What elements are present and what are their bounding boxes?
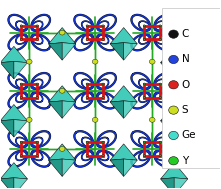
Circle shape — [59, 146, 65, 151]
Polygon shape — [49, 43, 62, 60]
Circle shape — [86, 155, 88, 157]
Circle shape — [36, 155, 38, 157]
Circle shape — [26, 117, 32, 122]
Polygon shape — [0, 178, 14, 189]
Text: C: C — [182, 29, 189, 39]
Polygon shape — [174, 120, 188, 137]
Polygon shape — [62, 159, 76, 177]
Circle shape — [59, 88, 65, 93]
Circle shape — [86, 141, 88, 143]
Polygon shape — [14, 178, 27, 189]
Circle shape — [102, 141, 104, 143]
FancyBboxPatch shape — [162, 8, 220, 168]
Polygon shape — [0, 61, 14, 79]
Circle shape — [102, 83, 104, 85]
Polygon shape — [49, 28, 76, 44]
Polygon shape — [0, 105, 27, 121]
Polygon shape — [110, 43, 124, 60]
Polygon shape — [124, 43, 137, 60]
Polygon shape — [110, 144, 137, 160]
Circle shape — [86, 97, 88, 98]
Polygon shape — [174, 61, 188, 79]
Polygon shape — [49, 86, 76, 102]
Circle shape — [86, 25, 88, 27]
Polygon shape — [174, 178, 188, 189]
Circle shape — [92, 117, 98, 122]
Circle shape — [159, 97, 161, 98]
Polygon shape — [161, 61, 174, 79]
Polygon shape — [0, 120, 14, 137]
Circle shape — [159, 155, 161, 157]
Circle shape — [36, 83, 38, 85]
Polygon shape — [110, 28, 137, 44]
Circle shape — [143, 83, 145, 85]
Polygon shape — [110, 101, 124, 118]
Circle shape — [20, 25, 23, 27]
Text: Ge: Ge — [182, 130, 196, 140]
Circle shape — [169, 30, 178, 38]
Polygon shape — [62, 101, 76, 118]
Circle shape — [143, 141, 145, 143]
Polygon shape — [110, 86, 137, 102]
Polygon shape — [62, 43, 76, 60]
Circle shape — [159, 141, 161, 143]
Polygon shape — [161, 178, 174, 189]
Polygon shape — [0, 163, 27, 179]
Circle shape — [36, 38, 38, 40]
Polygon shape — [110, 159, 124, 177]
Circle shape — [102, 97, 104, 98]
Polygon shape — [49, 159, 62, 177]
Circle shape — [26, 59, 32, 64]
Circle shape — [36, 141, 38, 143]
Polygon shape — [161, 120, 174, 137]
Text: S: S — [182, 105, 188, 115]
Circle shape — [149, 117, 155, 122]
Circle shape — [102, 38, 104, 40]
Circle shape — [169, 81, 178, 89]
Circle shape — [20, 83, 23, 85]
Circle shape — [20, 155, 23, 157]
Circle shape — [143, 97, 145, 98]
Polygon shape — [124, 101, 137, 118]
Circle shape — [169, 106, 178, 114]
Polygon shape — [49, 101, 62, 118]
Circle shape — [143, 155, 145, 157]
Circle shape — [36, 97, 38, 98]
Polygon shape — [124, 159, 137, 177]
Circle shape — [102, 25, 104, 27]
Text: N: N — [182, 54, 189, 64]
Circle shape — [59, 30, 65, 35]
Circle shape — [149, 59, 155, 64]
Circle shape — [159, 38, 161, 40]
Polygon shape — [161, 163, 188, 179]
Circle shape — [102, 155, 104, 157]
Circle shape — [143, 38, 145, 40]
Circle shape — [20, 141, 23, 143]
Text: Y: Y — [182, 156, 188, 166]
Polygon shape — [14, 61, 27, 79]
Circle shape — [92, 59, 98, 64]
Circle shape — [86, 83, 88, 85]
Circle shape — [169, 55, 178, 64]
Polygon shape — [161, 105, 188, 121]
Circle shape — [20, 38, 23, 40]
Circle shape — [169, 157, 178, 165]
Polygon shape — [14, 120, 27, 137]
Circle shape — [169, 131, 178, 139]
Polygon shape — [0, 46, 27, 63]
Circle shape — [159, 25, 161, 27]
Circle shape — [86, 38, 88, 40]
Polygon shape — [161, 46, 188, 63]
Circle shape — [159, 83, 161, 85]
Circle shape — [20, 97, 23, 98]
Polygon shape — [49, 144, 76, 160]
Circle shape — [36, 25, 38, 27]
Circle shape — [143, 25, 145, 27]
Text: O: O — [182, 80, 190, 90]
